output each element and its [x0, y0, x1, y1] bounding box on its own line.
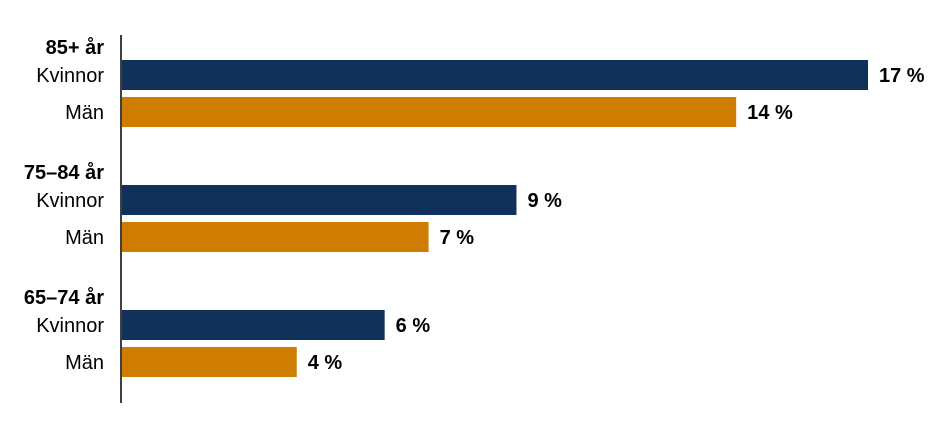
bar-kvinnor	[122, 185, 517, 215]
group-label: 85+ år	[46, 36, 105, 59]
category-label: Män	[65, 352, 104, 374]
group-label: 65–74 år	[24, 286, 104, 309]
bar-man	[122, 222, 429, 252]
value-label: 14 %	[747, 102, 793, 124]
value-label: 9 %	[527, 190, 562, 212]
category-label: Kvinnor	[36, 65, 104, 87]
bar-kvinnor	[122, 60, 868, 90]
bar-man	[122, 97, 737, 127]
chart-marks: 85+ år Kvinnor 17 % Män 14 % 75–84 år Kvinnor 9…	[24, 36, 925, 377]
value-label: 6 %	[396, 315, 431, 337]
value-label: 7 %	[440, 227, 475, 249]
bar-man	[122, 347, 297, 377]
category-label: Kvinnor	[36, 315, 104, 337]
group-label: 75–84 år	[24, 161, 104, 184]
category-label: Män	[65, 227, 104, 249]
value-label: 4 %	[308, 352, 343, 374]
bar-kvinnor	[122, 310, 385, 340]
category-label: Kvinnor	[36, 190, 104, 212]
category-label: Män	[65, 102, 104, 124]
value-label: 17 %	[879, 65, 925, 87]
